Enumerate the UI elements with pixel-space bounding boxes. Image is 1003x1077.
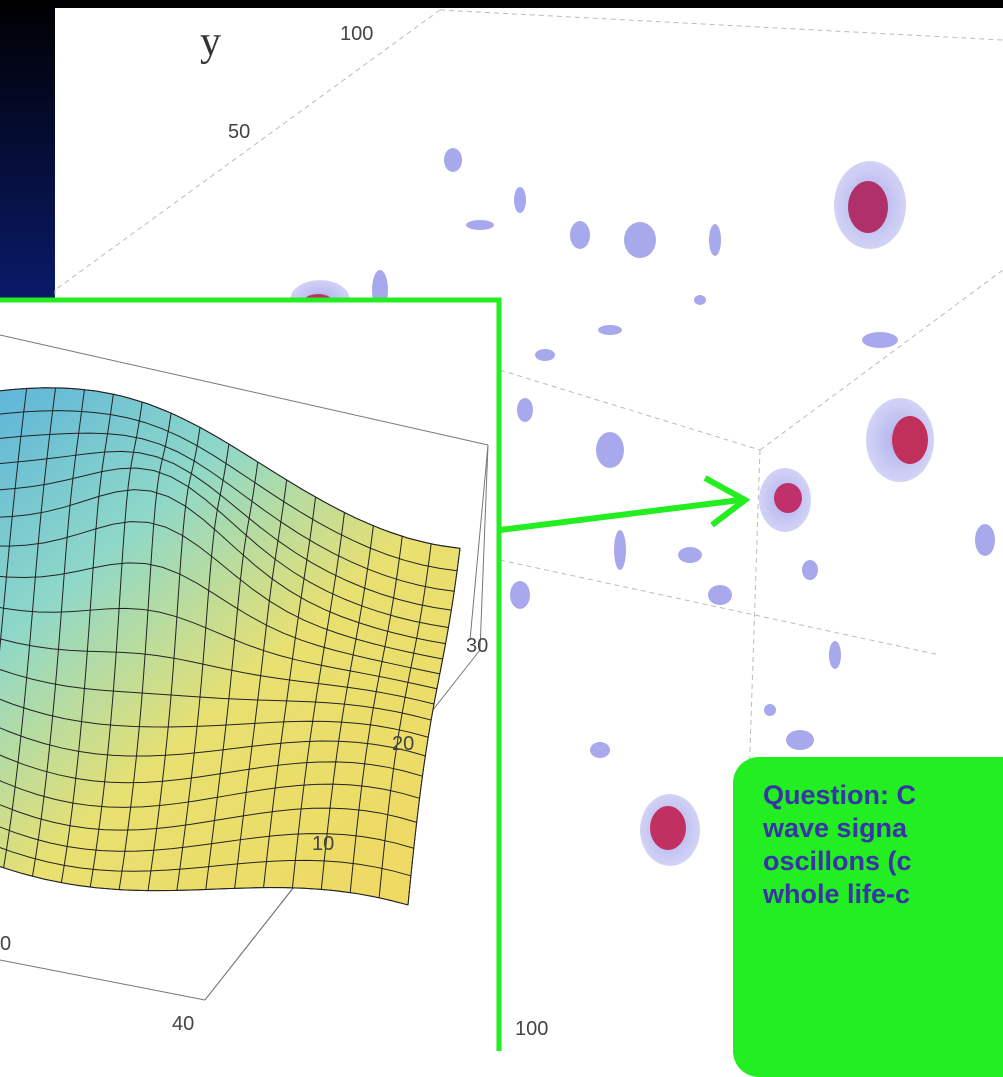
tick-label: 0: [0, 933, 11, 955]
axis-label: y: [200, 19, 221, 65]
callout: Question: C wave signa oscillons (c whol…: [733, 757, 1003, 1077]
tick-label: 100: [515, 1018, 548, 1040]
tick-label: 40: [172, 1013, 194, 1035]
callout-line: wave signa: [763, 812, 1003, 845]
callout-line: oscillons (c: [763, 845, 1003, 878]
tick-label: 50: [228, 121, 250, 143]
callout-line: Question: C: [763, 779, 1003, 812]
arrow: [500, 478, 745, 530]
tick-label: 100: [340, 23, 373, 45]
tick-label: 30: [466, 635, 488, 657]
page: {"plot3d": {"axis_label": "y", "ticks": …: [0, 0, 1003, 1051]
dark-strip: [0, 0, 55, 300]
tick-label: 10: [312, 833, 334, 855]
callout-line: whole life-c: [763, 878, 1003, 911]
tick-label: 20: [392, 733, 414, 755]
top-band: [0, 0, 1003, 8]
